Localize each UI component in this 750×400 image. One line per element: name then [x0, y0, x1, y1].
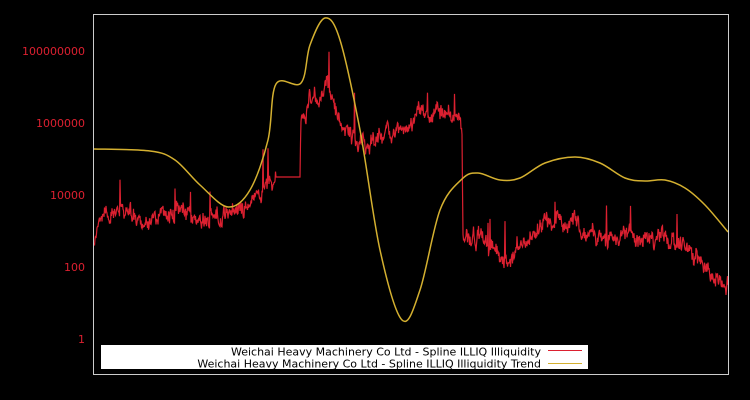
y-tick-label: 1000000 [36, 117, 85, 130]
y-tick-label: 1 [78, 333, 85, 346]
series-layer [93, 17, 729, 323]
legend-box [101, 345, 588, 369]
illiquidity-series-line [93, 51, 729, 295]
illiquidity-trend-line [93, 17, 729, 323]
y-axis-ticks: 100000000 1000000 10000 100 1 [22, 45, 85, 346]
plot-frame [93, 14, 729, 375]
legend-label-illiquidity: Weichai Heavy Machinery Co Ltd - Spline … [231, 346, 542, 359]
y-tick-label: 100 [64, 261, 85, 274]
y-tick-label: 100000000 [22, 45, 85, 58]
legend: Weichai Heavy Machinery Co Ltd - Spline … [101, 345, 588, 371]
y-tick-label: 10000 [50, 189, 85, 202]
legend-label-trend: Weichai Heavy Machinery Co Ltd - Spline … [197, 358, 541, 371]
